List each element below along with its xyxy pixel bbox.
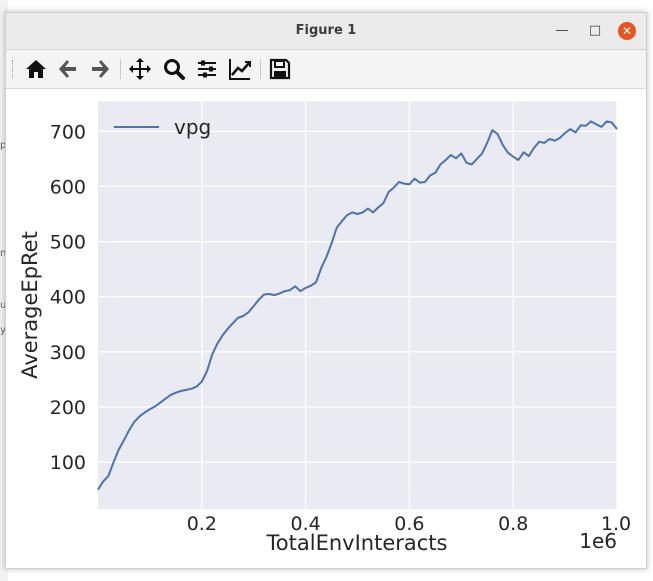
y-axis-label: AverageEpRet — [18, 231, 42, 379]
subplots-button[interactable] — [195, 57, 219, 81]
background-fragment: u — [0, 300, 7, 311]
subplots-icon — [198, 60, 216, 78]
y-tick-label: 400 — [50, 287, 86, 309]
title-bar[interactable]: Figure 1 — □ ✕ — [6, 13, 646, 50]
navigation-toolbar — [6, 50, 646, 89]
y-tick-labels: 100 200 300 400 500 600 700 — [50, 121, 86, 474]
customize-icon — [229, 59, 251, 80]
background-fragment: n — [0, 248, 7, 259]
zoom-icon — [164, 59, 185, 80]
pan-icon — [129, 58, 151, 80]
chart: 0.2 0.4 0.6 0.8 1.0 100 200 300 400 500 600 700 vp… — [18, 101, 631, 555]
pan-button[interactable] — [128, 57, 152, 81]
toolbar-grip[interactable] — [12, 60, 16, 78]
y-tick-label: 700 — [50, 121, 86, 143]
minimize-icon: — — [555, 23, 569, 38]
y-tick-label: 600 — [50, 176, 86, 198]
back-button[interactable] — [56, 57, 80, 81]
minimize-button[interactable]: — — [553, 22, 571, 40]
back-arrow-icon — [59, 60, 76, 78]
forward-arrow-icon — [92, 60, 109, 78]
home-icon — [26, 60, 46, 78]
toolbar-separator — [260, 59, 261, 79]
legend: vpg — [114, 115, 211, 139]
x-tick-label: 0.4 — [290, 513, 320, 535]
x-tick-labels: 0.2 0.4 0.6 0.8 1.0 — [187, 513, 631, 535]
x-tick-label: 0.8 — [498, 513, 528, 535]
background-desktop-strip: p n u y — [0, 0, 8, 581]
series-layer — [97, 120, 618, 491]
save-icon — [269, 58, 291, 80]
legend-label: vpg — [174, 115, 211, 139]
x-axis-label: TotalEnvInteracts — [266, 531, 448, 555]
series-line-vpg — [97, 120, 618, 491]
x-gridlines — [201, 101, 618, 509]
close-icon: ✕ — [621, 24, 633, 38]
figure-window: Figure 1 — □ ✕ — [5, 12, 647, 569]
figure-canvas: 0.2 0.4 0.6 0.8 1.0 100 200 300 400 500 600 700 vp… — [6, 89, 646, 568]
customize-button[interactable] — [228, 57, 252, 81]
maximize-icon: □ — [588, 23, 602, 38]
toolbar-separator — [120, 59, 121, 79]
y-tick-label: 100 — [50, 452, 86, 474]
save-button[interactable] — [268, 57, 292, 81]
window-title: Figure 1 — [295, 23, 357, 38]
y-tick-label: 300 — [50, 342, 86, 364]
background-fragment: y — [0, 325, 6, 336]
forward-button[interactable] — [88, 57, 112, 81]
x-axis-offset: 1e6 — [579, 529, 617, 553]
maximize-button[interactable]: □ — [586, 22, 604, 40]
x-tick-label: 0.6 — [394, 513, 424, 535]
x-tick-label: 1.0 — [601, 513, 631, 535]
home-button[interactable] — [24, 57, 48, 81]
y-gridlines — [98, 130, 617, 463]
zoom-button[interactable] — [162, 57, 186, 81]
x-tick-label: 0.2 — [187, 513, 217, 535]
plot-area — [98, 101, 617, 509]
y-tick-label: 200 — [50, 397, 86, 419]
y-tick-label: 500 — [50, 232, 86, 254]
close-button[interactable]: ✕ — [618, 22, 636, 40]
background-fragment: p — [0, 140, 7, 151]
